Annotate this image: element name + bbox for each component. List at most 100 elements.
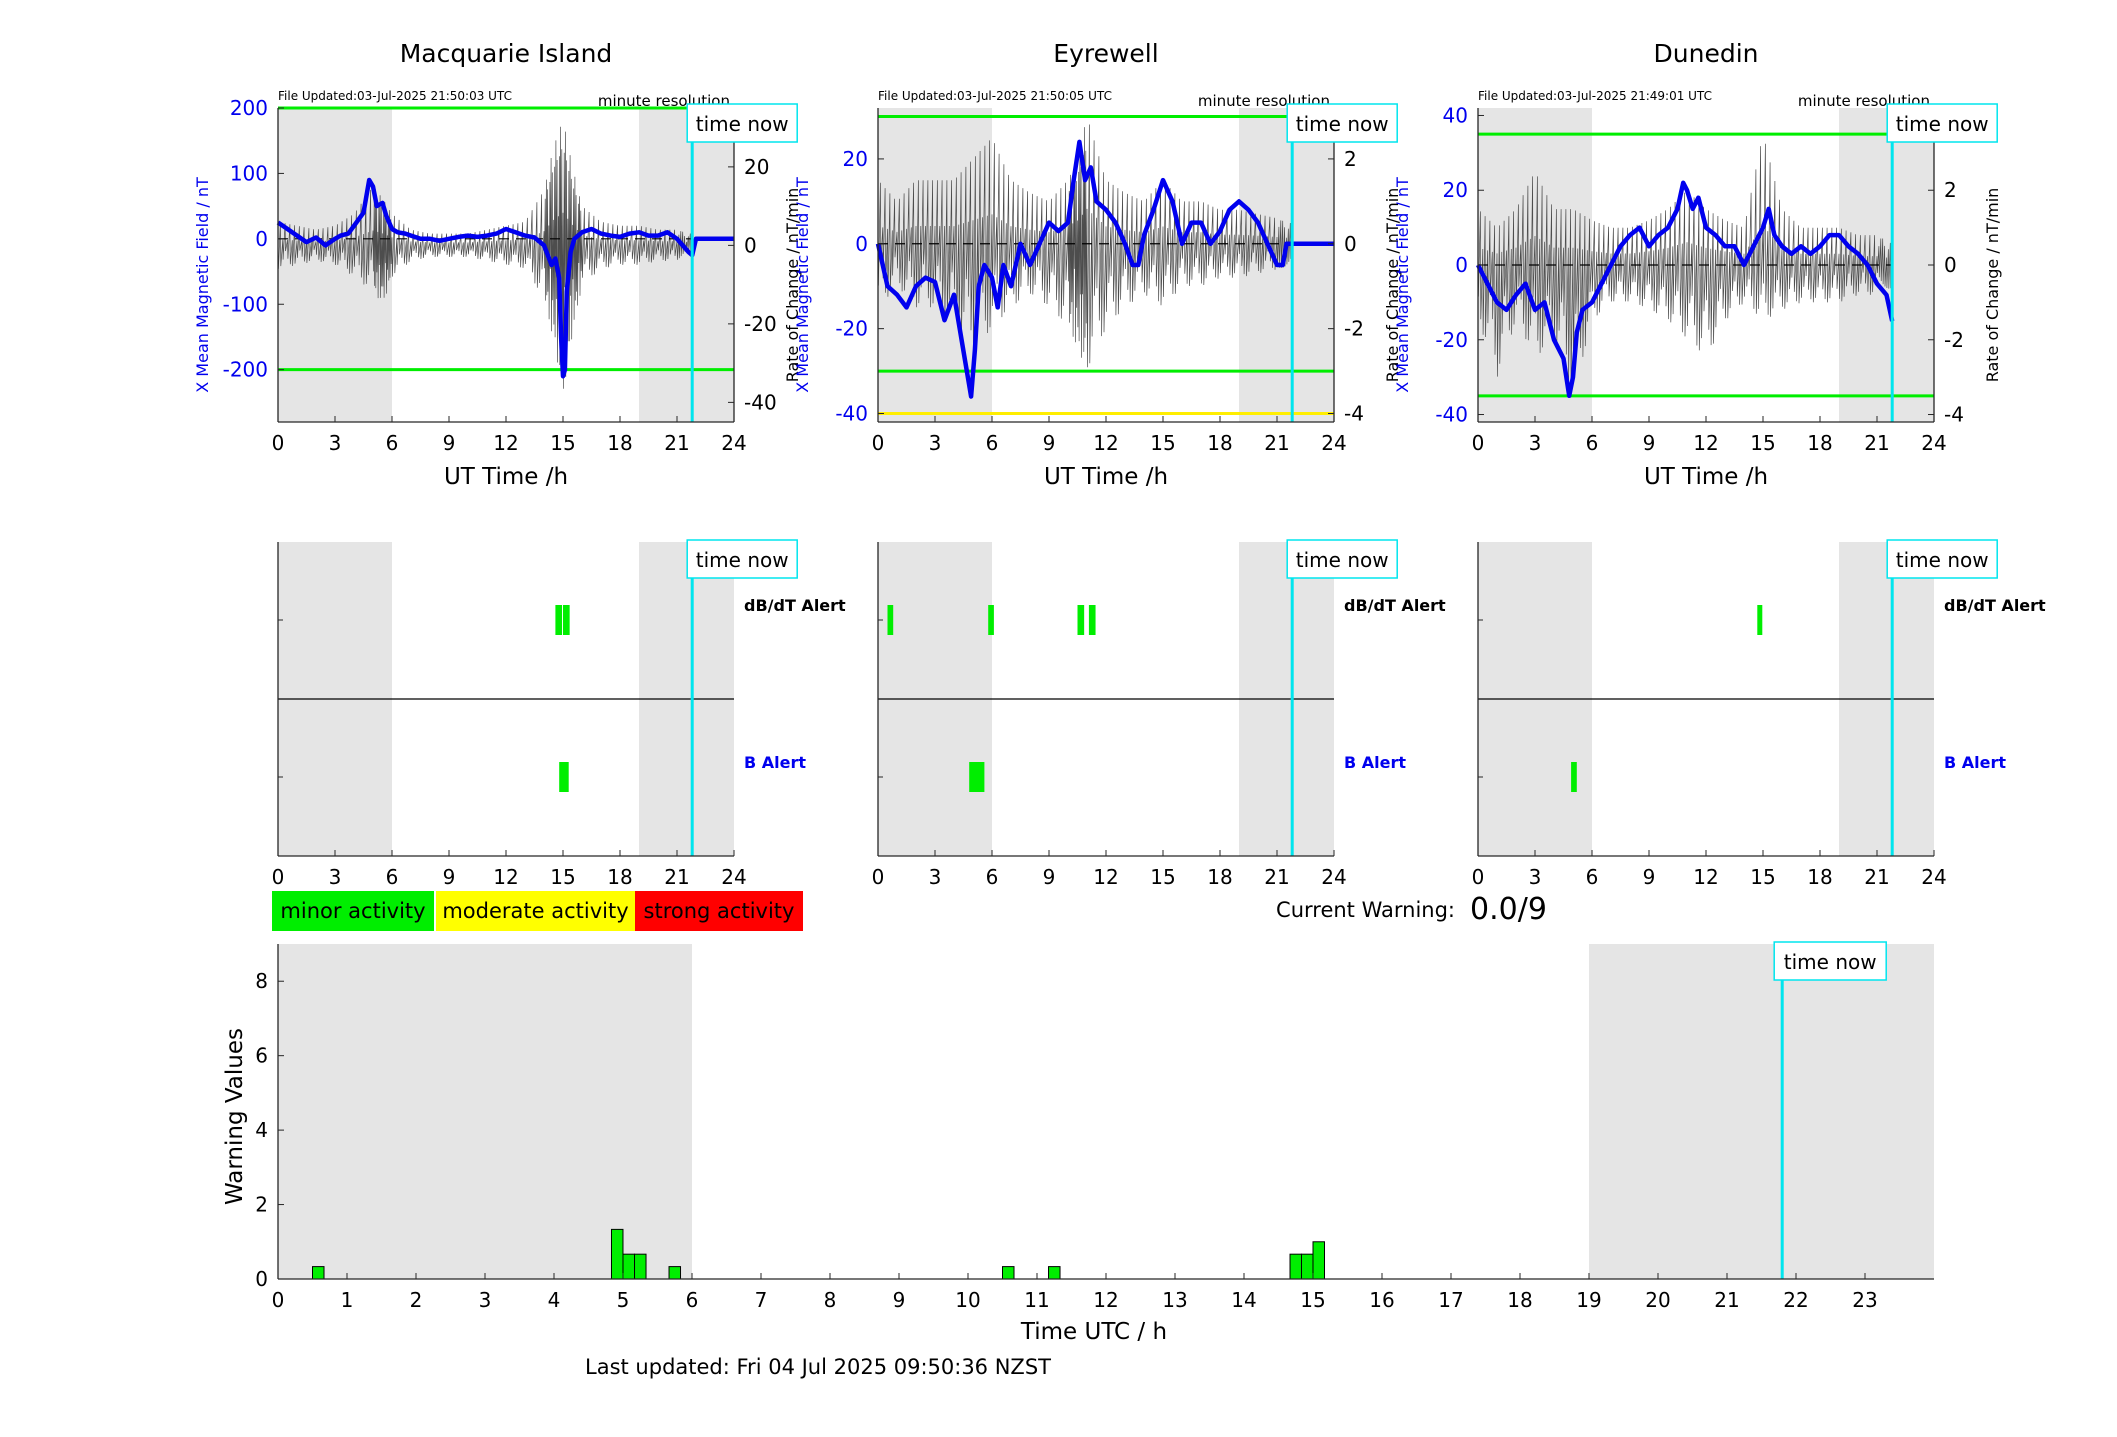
b-alert-mark [559, 762, 569, 792]
time-now-box [686, 539, 798, 579]
warning-bar [634, 1253, 647, 1280]
current-warning-label: Current Warning: [1276, 898, 1455, 922]
x-tick-label: 18 [1507, 1288, 1532, 1312]
left-tick-label: 20 [1443, 178, 1468, 202]
x-tick-label: 21 [1264, 865, 1289, 889]
x-tick-label: 6 [1586, 431, 1599, 455]
x-tick-label: 15 [550, 865, 575, 889]
x-tick-label: 3 [329, 865, 342, 889]
b-alert-label: B Alert [744, 753, 806, 772]
time-now-label: time now [696, 112, 789, 136]
x-tick-label: 15 [1150, 865, 1175, 889]
time-now-label: time now [1296, 112, 1389, 136]
x-tick-label: 6 [686, 1288, 699, 1312]
right-tick-label: 20 [744, 155, 769, 179]
right-axis-label: Rate of Change / nT/min [783, 188, 802, 383]
b-alert-mark [969, 762, 985, 792]
x-tick-label: 24 [721, 865, 746, 889]
x-tick-label: 11 [1024, 1288, 1049, 1312]
x-tick-label: 7 [755, 1288, 768, 1312]
x-tick-label: 21 [664, 865, 689, 889]
x-tick-label: 12 [493, 431, 518, 455]
legend-minor-label: minor activity [280, 899, 425, 923]
night-shading [639, 108, 734, 422]
night-shading [1589, 944, 1934, 1279]
x-tick-label: 12 [1093, 865, 1118, 889]
dbdt-alert-mark [1757, 605, 1763, 635]
right-tick-label: -40 [744, 390, 777, 414]
x-tick-label: 9 [1043, 865, 1056, 889]
left-axis-label: X Mean Magnetic Field / nT [193, 177, 212, 393]
activity-legend: minor activity moderate activity strong ac… [272, 891, 803, 931]
x-tick-label: 15 [1750, 431, 1775, 455]
time-now-label: time now [1784, 950, 1877, 974]
warning-bar [1289, 1253, 1303, 1280]
x-axis-label: UT Time /h [444, 464, 568, 490]
x-tick-label: 12 [1693, 865, 1718, 889]
left-tick-label: 100 [230, 161, 268, 185]
time-now-box [1286, 103, 1398, 143]
time-now-label: time now [1896, 112, 1989, 136]
right-tick-label: 2 [1944, 178, 1957, 202]
station-chart-2: Dunedin File Updated:03-Jul-2025 21:49:01… [1393, 39, 2002, 490]
x-tick-label: 3 [1529, 431, 1542, 455]
left-tick-label: 200 [230, 96, 268, 120]
x-tick-label: 3 [1529, 865, 1542, 889]
dbdt-alert-mark [1088, 605, 1096, 635]
station-alerts-0: 0 3 6 9 12 15 18 21 24 dB/dT Alert B Alert time now [272, 539, 846, 889]
station-field-charts: Macquarie Island File Updated:03-Jul-2025… [193, 39, 2002, 490]
x-tick-label: 12 [1093, 431, 1118, 455]
x-tick-label: 9 [1643, 865, 1656, 889]
warning-bar [1312, 1241, 1326, 1280]
x-tick-label: 3 [329, 431, 342, 455]
x-tick-label: 21 [1264, 431, 1289, 455]
night-shading [1239, 108, 1334, 422]
x-tick-label: 2 [410, 1288, 423, 1312]
mean-field-line [1475, 180, 1895, 399]
x-tick-label: 15 [1150, 431, 1175, 455]
right-tick-label: 0 [1344, 232, 1357, 256]
y-tick-label: 8 [255, 969, 268, 993]
station-alerts-2: 0 3 6 9 12 15 18 21 24 dB/dT Alert B Alert time now [1472, 539, 2046, 889]
rate-of-change-trace [277, 126, 692, 389]
left-axis-label: X Mean Magnetic Field / nT [793, 177, 812, 393]
time-now-label: time now [1896, 548, 1989, 572]
x-tick-label: 3 [929, 865, 942, 889]
warning-bar [1002, 1266, 1015, 1280]
x-tick-label: 21 [664, 431, 689, 455]
right-tick-label: -2 [1944, 328, 1964, 352]
station-alerts-1: 0 3 6 9 12 15 18 21 24 dB/dT Alert B Alert time now [872, 539, 1446, 889]
x-tick-label: 4 [548, 1288, 561, 1312]
x-tick-label: 18 [607, 431, 632, 455]
x-tick-label: 6 [1586, 865, 1599, 889]
time-now-box [686, 103, 798, 143]
x-tick-label: 5 [617, 1288, 630, 1312]
x-tick-label: 0 [272, 865, 285, 889]
x-tick-label: 15 [1300, 1288, 1325, 1312]
x-tick-label: 24 [1921, 865, 1946, 889]
right-tick-label: 0 [744, 233, 757, 257]
left-tick-label: -100 [223, 292, 268, 316]
right-axis-label: Rate of Change / nT/min [1983, 188, 2002, 383]
x-tick-label: 0 [872, 865, 885, 889]
x-tick-label: 3 [929, 431, 942, 455]
legend-minor-swatch [272, 891, 434, 931]
time-now-box [1286, 539, 1398, 579]
x-tick-label: 21 [1864, 865, 1889, 889]
station-chart-0: Macquarie Island File Updated:03-Jul-2025… [193, 39, 802, 490]
x-tick-label: 18 [1807, 431, 1832, 455]
x-tick-label: 13 [1162, 1288, 1187, 1312]
current-warning-value: 0.0/9 [1470, 892, 1547, 927]
last-updated-text: Last updated: Fri 04 Jul 2025 09:50:36 N… [585, 1355, 1051, 1379]
file-updated-text: File Updated:03-Jul-2025 21:50:05 UTC [878, 89, 1112, 103]
y-tick-label: 4 [255, 1118, 268, 1142]
x-tick-label: 24 [1321, 431, 1346, 455]
left-tick-label: -200 [223, 358, 268, 382]
x-tick-label: 6 [986, 431, 999, 455]
dbdt-alert-label: dB/dT Alert [1344, 596, 1446, 615]
y-tick-label: 0 [255, 1267, 268, 1291]
time-now-box [1886, 103, 1998, 143]
right-tick-label: 2 [1344, 147, 1357, 171]
station-title: Dunedin [1654, 39, 1759, 68]
